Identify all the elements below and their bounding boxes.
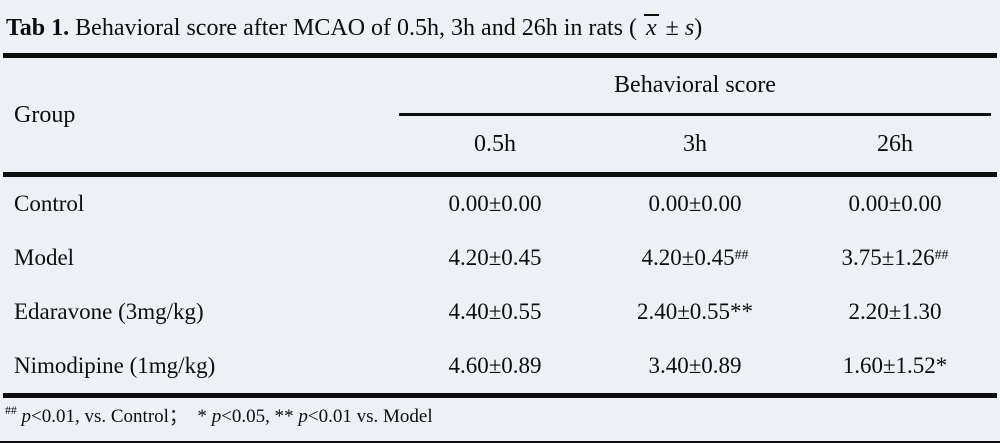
bottom-rule — [3, 393, 997, 398]
table-caption: Tab 1. Behavioral score after MCAO of 0.… — [0, 0, 1000, 53]
sd-symbol: s — [684, 15, 695, 41]
column-header-26h: 26h — [877, 130, 913, 157]
table-row: Nimodipine (1mg/kg) 4.60±0.89 3.40±0.89 … — [0, 339, 1000, 393]
table-footnote: ## p<0.01, vs. Control； * p<0.05, ** p<0… — [0, 398, 1000, 441]
page-bottom-border — [0, 441, 1000, 443]
mean-symbol-xbar: x — [644, 14, 659, 41]
caption-close-paren: ) — [694, 15, 703, 41]
table-row: Edaravone (3mg/kg) 4.40±0.55 2.40±0.55**… — [0, 285, 1000, 339]
top-rule — [3, 53, 997, 58]
column-header-3h: 3h — [683, 130, 707, 157]
table-body: Control 0.00±0.00 0.00±0.00 0.00±0.00 Mo… — [0, 177, 1000, 393]
behavioral-score-span-area: Behavioral score 0.5h 3h 26h — [395, 58, 995, 172]
value-cell: 4.40±0.55 — [448, 299, 542, 324]
table-caption-text: Behavioral score after MCAO of 0.5h, 3h … — [69, 15, 644, 41]
table-caption-tag: Tab 1. — [6, 15, 70, 41]
column-header-0-5h: 0.5h — [474, 130, 516, 157]
value-cell: 3.40±0.89 — [648, 353, 742, 378]
footnote-text: p — [211, 406, 222, 427]
value-cell: 0.00±0.00 — [448, 191, 542, 216]
value-cell: 4.20±0.45 ## — [641, 245, 749, 270]
spanner-header: Behavioral score — [614, 72, 776, 98]
spanner-rule — [399, 113, 991, 116]
value-cell: 0.00±0.00 — [848, 191, 942, 216]
group-cell: Control — [14, 191, 85, 216]
group-cell: Nimodipine (1mg/kg) — [14, 353, 216, 378]
value-cell: 1.60±1.52* — [842, 353, 948, 378]
value-cell: 3.75±1.26 ## — [841, 245, 949, 270]
table-row: Model 4.20±0.45 4.20±0.45 ## 3.75±1.26 ## — [0, 231, 1000, 285]
value-cell: 0.00±0.00 — [648, 191, 742, 216]
group-column-header: Group — [14, 101, 76, 128]
table-row: Control 0.00±0.00 0.00±0.00 0.00±0.00 — [0, 177, 1000, 231]
footnote-text: p — [21, 406, 32, 427]
group-cell: Model — [14, 245, 75, 270]
footnote-text: <0.01, vs. Control； * — [31, 406, 212, 427]
footnote-text: <0.05, ** — [221, 406, 299, 427]
value-cell: 4.20±0.45 — [448, 245, 542, 270]
subheader-row: 0.5h 3h 26h — [395, 116, 995, 172]
plus-minus-text: ± — [659, 15, 685, 41]
group-cell: Edaravone (3mg/kg) — [14, 299, 204, 324]
footnote-text: <0.01 vs. Model — [307, 406, 433, 427]
footnote-superscript: ## — [5, 403, 17, 417]
header-rule — [3, 172, 997, 177]
value-cell: 4.60±0.89 — [448, 353, 542, 378]
table-header: Group Behavioral score 0.5h 3h 26h — [0, 58, 1000, 172]
footnote-text: p — [298, 406, 308, 427]
value-cell: 2.40±0.55** — [636, 299, 754, 324]
value-cell: 2.20±1.30 — [848, 299, 942, 324]
